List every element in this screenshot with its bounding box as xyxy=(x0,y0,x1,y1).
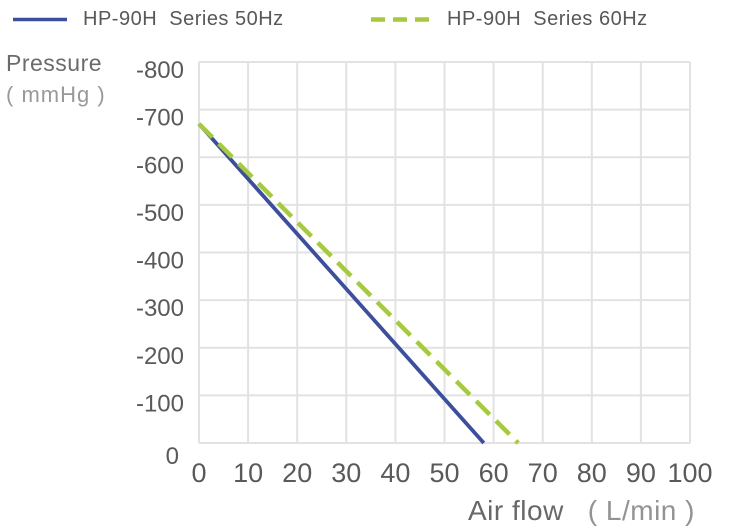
series-line-50hz xyxy=(197,122,486,445)
x-tick-label: 70 xyxy=(528,458,558,488)
y-tick-label: -500 xyxy=(136,200,184,227)
x-tick-label: 50 xyxy=(429,458,459,488)
legend-label-60hz: HP-90H Series 60Hz xyxy=(447,7,648,30)
x-axis-unit-text: ( L/min ) xyxy=(587,495,695,526)
solid-line-icon xyxy=(13,17,67,21)
grid xyxy=(198,61,691,444)
series-lines xyxy=(197,122,520,445)
y-tick-label: -200 xyxy=(136,343,184,370)
x-tick-label: 20 xyxy=(282,458,312,488)
y-tick-label: -700 xyxy=(136,105,184,132)
legend-item-60hz: HP-90H Series 60Hz xyxy=(371,5,648,33)
y-tick-label: -300 xyxy=(136,295,184,322)
x-tick-label: 90 xyxy=(626,458,656,488)
y-tick-label: -400 xyxy=(136,248,184,275)
y-axis-title: Pressure ( mmHg ) xyxy=(6,52,106,106)
x-tick-label: 0 xyxy=(191,458,206,488)
x-axis-title: Air flow ( L/min ) xyxy=(468,495,695,526)
legend-item-50hz: HP-90H Series 50Hz xyxy=(13,5,284,33)
legend-label-50hz: HP-90H Series 50Hz xyxy=(83,7,284,30)
x-axis-title-text: Air flow xyxy=(468,495,564,526)
x-tick-label: 80 xyxy=(577,458,607,488)
x-tick-label: 60 xyxy=(479,458,509,488)
series-line-60hz xyxy=(197,122,520,445)
y-tick-label: -800 xyxy=(136,57,184,84)
y-tick-label: -600 xyxy=(136,152,184,179)
y-tick-label: -100 xyxy=(136,390,184,417)
y-axis-unit-text: ( mmHg ) xyxy=(6,82,106,107)
x-tick-label: 100 xyxy=(667,458,712,488)
tick-labels: 0 10 20 30 40 50 60 70 80 90 100 -800 -700 -600 -500 -4… xyxy=(136,57,713,488)
x-tick-label: 30 xyxy=(331,458,361,488)
dashed-line-icon xyxy=(371,16,431,22)
x-tick-label: 10 xyxy=(233,458,263,488)
y-tick-label: 0 xyxy=(166,443,179,470)
y-axis-title-text: Pressure xyxy=(6,50,103,76)
x-tick-label: 40 xyxy=(380,458,410,488)
